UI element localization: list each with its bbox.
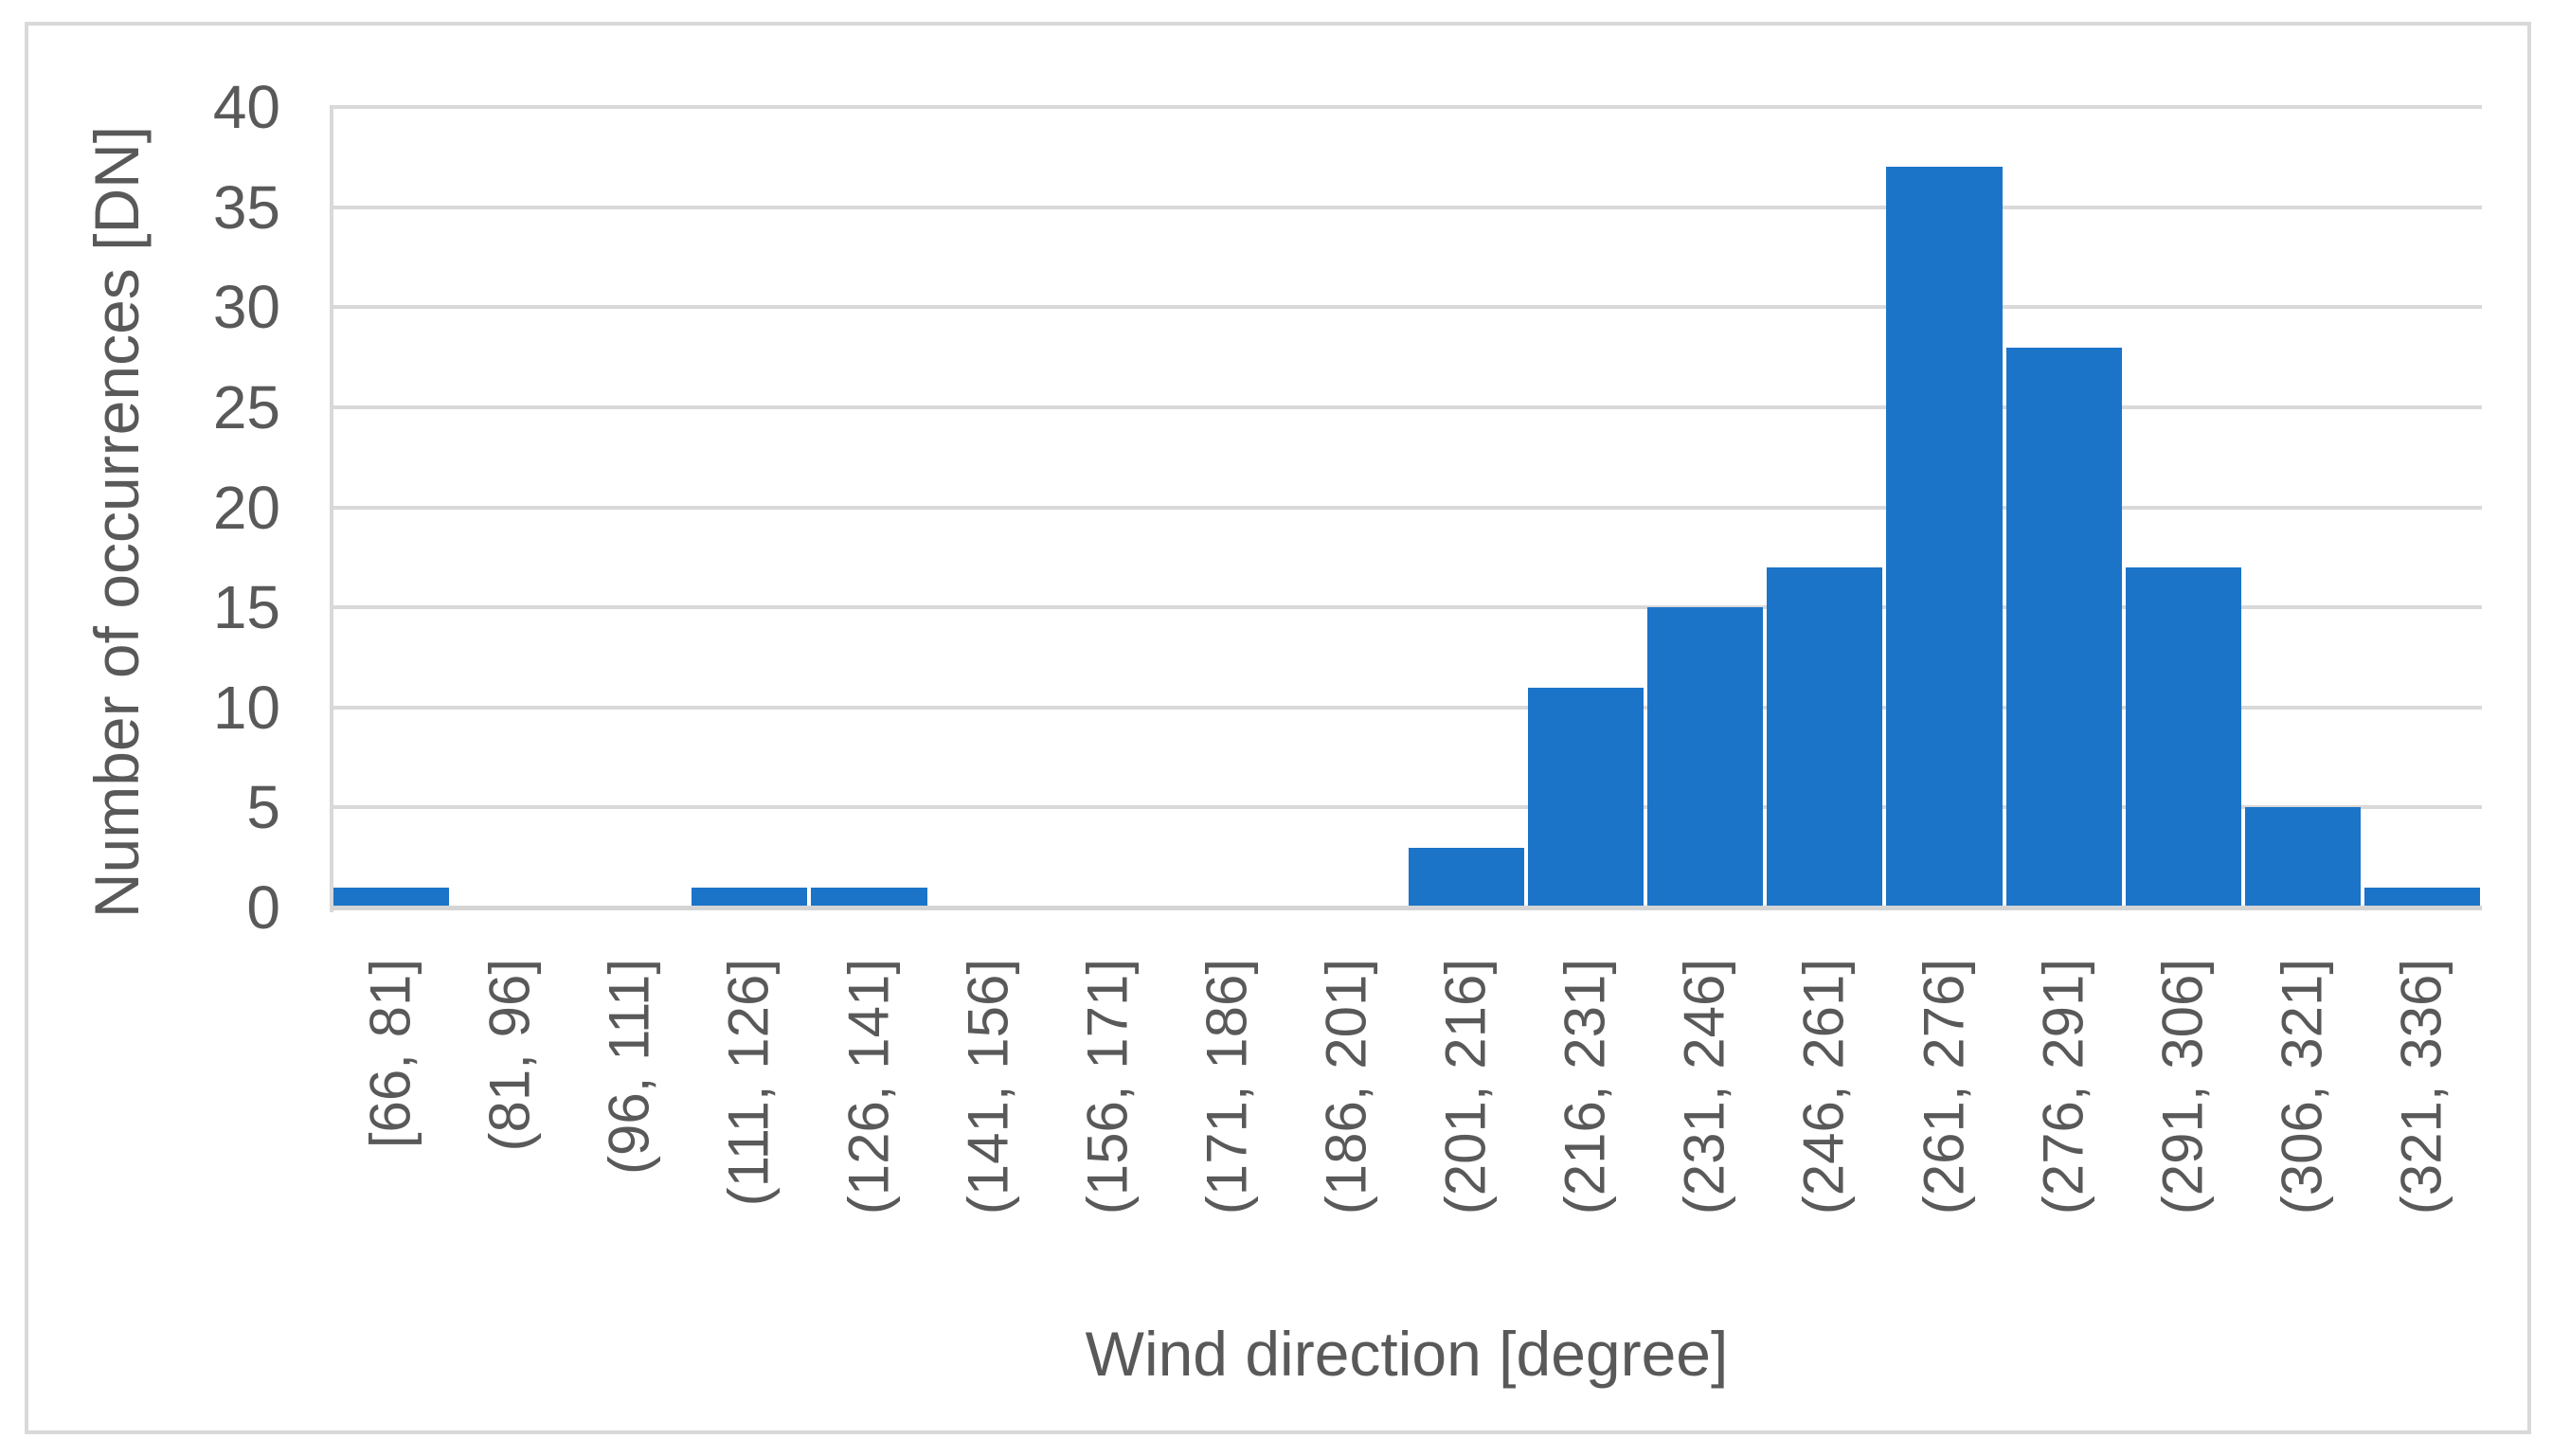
x-tick-label: (276, 291] [2031, 959, 2095, 1215]
y-axis-title: Number of occurrences [DN] [81, 125, 153, 918]
y-tick-label: 25 [212, 372, 280, 441]
gridline [332, 105, 2482, 109]
x-tick-label: (201, 216] [1433, 959, 1498, 1215]
bar-[66, 81] [333, 887, 450, 907]
bar-(306, 321] [2244, 807, 2361, 907]
bar-(126, 141] [811, 887, 927, 907]
y-tick-label: 15 [212, 573, 280, 642]
bar-(261, 276] [1886, 167, 2003, 907]
y-tick-label: 10 [212, 673, 280, 742]
bar-(231, 246] [1647, 607, 1764, 907]
chart-border [25, 22, 2531, 1434]
x-tick-label: (261, 276] [1912, 959, 1976, 1215]
bar-(201, 216] [1409, 847, 1525, 907]
x-tick-label: (96, 111] [597, 959, 661, 1175]
bar-(216, 231] [1528, 687, 1644, 907]
x-tick-label: (126, 141] [836, 959, 901, 1215]
gridline [332, 705, 2482, 710]
x-tick-label: (231, 246] [1672, 959, 1736, 1215]
x-tick-label: (291, 306] [2150, 959, 2215, 1215]
x-tick-label: (141, 156] [956, 959, 1020, 1215]
x-axis-title: Wind direction [degree] [1085, 1319, 1729, 1389]
x-tick-label: (81, 96] [477, 959, 542, 1152]
gridline [332, 404, 2482, 409]
y-tick-label: 5 [246, 773, 280, 842]
y-tick-label: 40 [212, 73, 280, 141]
x-tick-label: (216, 231] [1553, 959, 1617, 1215]
x-tick-label: (321, 336] [2389, 959, 2453, 1215]
x-tick-label: (156, 171] [1075, 959, 1140, 1215]
x-tick-label: (306, 321] [2270, 959, 2334, 1215]
x-tick-label: (246, 261] [1791, 959, 1856, 1215]
gridline [332, 605, 2482, 610]
x-axis-baseline [332, 906, 2482, 910]
gridline [332, 805, 2482, 810]
y-axis-line [330, 105, 333, 912]
x-tick-label: (171, 186] [1195, 959, 1259, 1215]
gridline [332, 305, 2482, 310]
y-tick-label: 35 [212, 172, 280, 242]
gridline [332, 205, 2482, 209]
y-tick-label: 30 [212, 273, 280, 342]
bar-(321, 336] [2363, 887, 2480, 907]
bar-(246, 261] [1767, 566, 1883, 907]
bar-(276, 291] [2005, 347, 2122, 907]
x-tick-label: (111, 126] [716, 959, 781, 1207]
y-tick-label: 0 [246, 873, 280, 942]
bar-(291, 306] [2125, 566, 2241, 907]
x-tick-label: [66, 81] [358, 959, 422, 1149]
gridline [332, 505, 2482, 510]
bar-(111, 126] [692, 887, 808, 907]
x-tick-label: (186, 201] [1314, 959, 1378, 1215]
y-tick-label: 20 [212, 473, 280, 542]
